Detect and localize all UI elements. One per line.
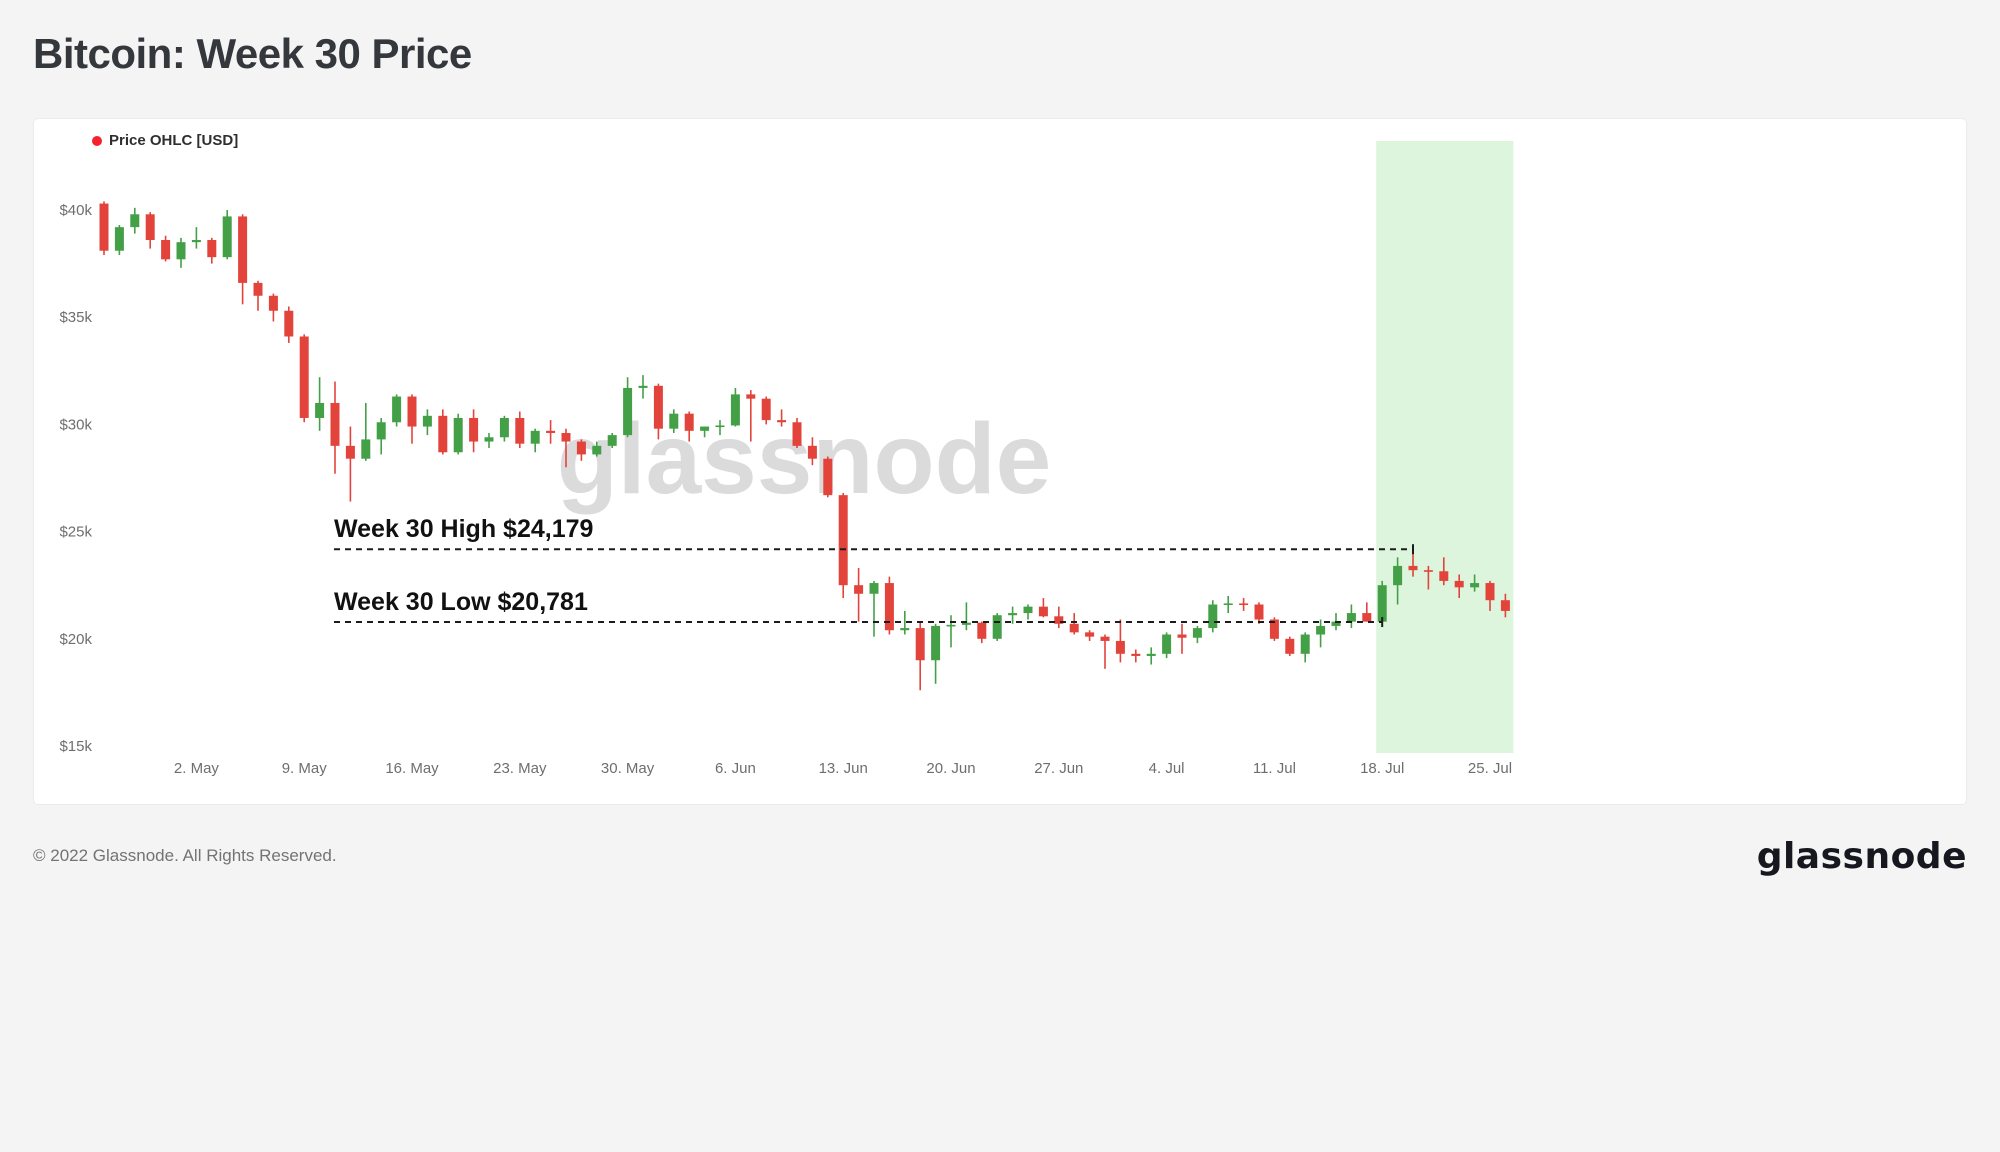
glassnode-logo: glassnode — [1756, 835, 1967, 877]
svg-text:$40k: $40k — [59, 202, 92, 219]
chart-card: Price OHLC [USD] glassnode Week 30 High … — [33, 118, 1967, 805]
svg-text:25. Jul: 25. Jul — [1468, 760, 1512, 777]
svg-text:20. Jun: 20. Jun — [926, 760, 975, 777]
svg-text:Week 30 High $24,179: Week 30 High $24,179 — [334, 515, 593, 543]
svg-text:27. Jun: 27. Jun — [1034, 760, 1083, 777]
svg-text:13. Jun: 13. Jun — [819, 760, 868, 777]
svg-text:$15k: $15k — [59, 738, 92, 755]
svg-text:9. May: 9. May — [282, 760, 328, 777]
svg-text:$30k: $30k — [59, 416, 92, 433]
svg-text:Week 30 Low $20,781: Week 30 Low $20,781 — [334, 588, 588, 616]
svg-text:18. Jul: 18. Jul — [1360, 760, 1404, 777]
legend-dot-icon — [92, 135, 102, 146]
svg-text:$25k: $25k — [59, 524, 92, 541]
svg-text:2. May: 2. May — [174, 760, 220, 777]
legend-label: Price OHLC [USD] — [109, 132, 239, 149]
legend-item-price-ohlc[interactable]: Price OHLC [USD] — [92, 132, 238, 149]
svg-text:$35k: $35k — [59, 309, 92, 326]
svg-text:11. Jul: 11. Jul — [1253, 760, 1296, 777]
svg-text:$20k: $20k — [59, 631, 92, 648]
svg-text:30. May: 30. May — [601, 760, 655, 777]
copyright-text: © 2022 Glassnode. All Rights Reserved. — [33, 846, 337, 865]
svg-text:16. May: 16. May — [385, 760, 439, 777]
candlestick-chart[interactable]: Week 30 High $24,179 Week 30 Low $20,781 $… — [34, 119, 1966, 804]
svg-text:23. May: 23. May — [493, 760, 547, 777]
footer: © 2022 Glassnode. All Rights Reserved. g… — [33, 832, 1967, 880]
page-title: Bitcoin: Week 30 Price — [33, 30, 472, 77]
svg-text:6. Jun: 6. Jun — [715, 760, 756, 777]
svg-text:4. Jul: 4. Jul — [1149, 760, 1185, 777]
